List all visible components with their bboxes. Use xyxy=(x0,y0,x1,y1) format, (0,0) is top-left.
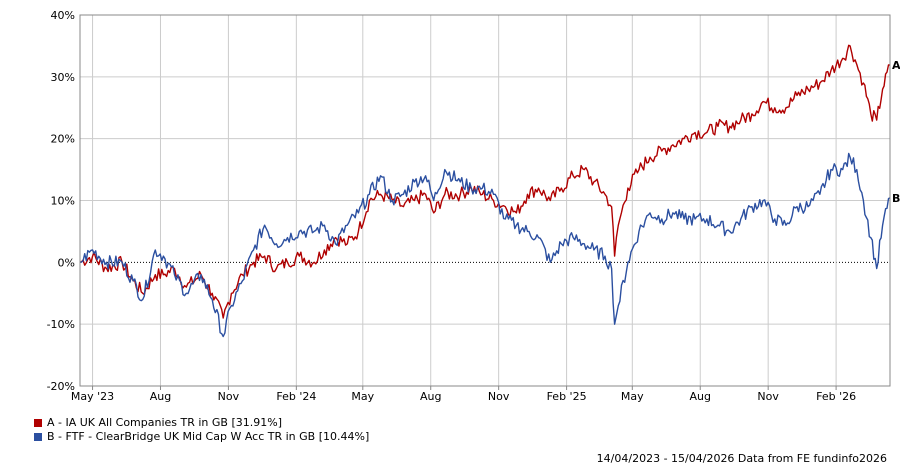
x-tick-label: May '23 xyxy=(71,390,114,403)
y-axis-ticks: -20% -10% 0% 10% 20% 30% 40% xyxy=(47,9,75,393)
x-tick-label: Feb '24 xyxy=(276,390,316,403)
data-source-footer: 14/04/2023 - 15/04/2026 Data from FE fun… xyxy=(596,452,887,465)
legend-label-b: B - FTF - ClearBridge UK Mid Cap W Acc T… xyxy=(47,430,370,443)
legend-label-a: A - IA UK All Companies TR in GB [31.91%… xyxy=(47,416,282,429)
chart-series: AB xyxy=(79,44,900,338)
x-tick-label: Feb '25 xyxy=(547,390,587,403)
series-end-label-b: B xyxy=(892,192,900,205)
y-tick-label: -20% xyxy=(47,380,75,393)
y-tick-label: 30% xyxy=(51,71,75,84)
series-end-label-a: A xyxy=(892,59,900,72)
legend-item-a: A - IA UK All Companies TR in GB [31.91%… xyxy=(34,416,369,430)
y-tick-label: 0% xyxy=(58,256,75,269)
legend-swatch-a xyxy=(34,419,42,427)
x-tick-label: Nov xyxy=(757,390,779,403)
chart-legend: A - IA UK All Companies TR in GB [31.91%… xyxy=(34,416,369,444)
legend-item-b: B - FTF - ClearBridge UK Mid Cap W Acc T… xyxy=(34,430,369,444)
x-tick-label: Feb '26 xyxy=(816,390,856,403)
y-tick-label: 20% xyxy=(51,133,75,146)
x-tick-label: Aug xyxy=(689,390,710,403)
x-tick-label: Nov xyxy=(488,390,510,403)
series-line-a xyxy=(79,44,891,319)
plot-frame xyxy=(79,14,891,387)
y-tick-label: 40% xyxy=(51,9,75,22)
y-tick-label: 10% xyxy=(51,195,75,208)
x-tick-label: May xyxy=(621,390,644,403)
y-tick-label: -10% xyxy=(47,318,75,331)
x-tick-label: May xyxy=(351,390,374,403)
legend-swatch-b xyxy=(34,433,42,441)
x-axis-ticks: May '23 Aug Nov Feb '24 May Aug Nov Feb '25 May A… xyxy=(71,390,856,403)
x-tick-label: Nov xyxy=(218,390,240,403)
x-tick-label: Aug xyxy=(420,390,441,403)
series-line-b xyxy=(79,152,891,338)
x-tick-label: Aug xyxy=(150,390,171,403)
